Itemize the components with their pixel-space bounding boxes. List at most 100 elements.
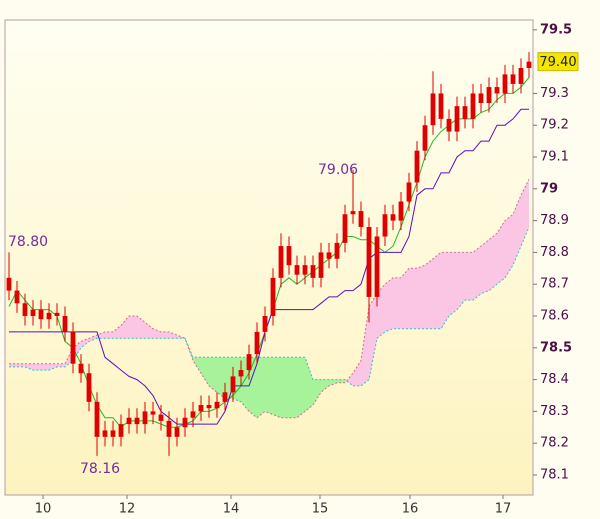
candle-body	[438, 93, 444, 119]
candle-body	[22, 303, 28, 317]
cloud-fill	[321, 379, 329, 393]
candle-body	[446, 118, 452, 132]
candle-body	[478, 93, 484, 103]
y-tick-label: 79	[540, 181, 558, 196]
candle-body	[374, 236, 380, 297]
y-tick-label: 78.6	[540, 309, 569, 324]
y-tick-label: 78.4	[540, 372, 569, 387]
y-tick-label: 78.2	[540, 436, 569, 451]
cloud-span	[9, 179, 530, 419]
candle-body	[382, 214, 388, 237]
cloud-fill	[457, 252, 465, 310]
cloud-fill	[393, 277, 401, 329]
indicator-line	[9, 108, 529, 425]
candle-body	[38, 309, 44, 320]
cloud-fill	[9, 363, 17, 367]
cloud-fill	[385, 277, 393, 332]
cloud-fill	[281, 357, 289, 418]
y-tick-label: 78.7	[540, 277, 569, 292]
candle-body	[502, 74, 508, 94]
cloud-fill	[401, 268, 409, 329]
cloud-fill	[425, 258, 433, 329]
cloud-fill	[497, 220, 505, 285]
cloud-fill	[377, 284, 385, 339]
candle-body	[126, 417, 132, 425]
candle-body	[358, 211, 364, 227]
candle-body	[286, 246, 292, 266]
cloud-fill	[129, 316, 137, 339]
candle-body	[206, 405, 212, 409]
x-tick-label: 10	[35, 502, 52, 517]
cloud-fill	[153, 328, 161, 339]
cloud-fill	[473, 246, 481, 301]
cloud-fill	[217, 357, 225, 399]
cloud-fill	[289, 357, 297, 418]
cloud-fill	[81, 338, 89, 348]
candle-body	[470, 93, 476, 119]
cloud-fill	[49, 363, 57, 371]
candle-body	[526, 61, 532, 69]
cloud-fill	[505, 214, 513, 278]
candle-body	[254, 331, 260, 355]
last-price-box	[537, 52, 579, 72]
cloud-fill	[449, 252, 457, 317]
cloud-fill	[409, 268, 417, 329]
candle-body	[430, 93, 436, 126]
cloud-fill	[89, 335, 97, 342]
candle-body	[486, 87, 492, 103]
candle-body	[94, 401, 100, 437]
candle-body	[494, 87, 500, 94]
candle-body	[342, 214, 348, 243]
cloud-fill	[481, 239, 489, 294]
cloud-fill	[57, 363, 65, 367]
candle-body	[222, 392, 228, 402]
candle-body	[214, 401, 220, 409]
candle-body	[518, 68, 524, 84]
y-tick-label: 78.3	[540, 404, 569, 419]
candle-body	[302, 265, 308, 275]
cloud-fill	[273, 357, 281, 418]
candle-body	[262, 316, 268, 332]
y-tick-label: 78.8	[540, 245, 569, 260]
cloud-fill	[313, 379, 321, 406]
candle-body	[6, 277, 12, 291]
candle-body	[270, 277, 276, 317]
cloud-fill	[265, 357, 273, 415]
candle-body	[238, 370, 244, 377]
candle-body	[54, 312, 60, 317]
cloud-fill	[465, 252, 473, 301]
cloud-fill	[369, 293, 377, 380]
cloud-fill	[433, 252, 441, 329]
candle-body	[422, 125, 428, 151]
annotation: 79.06	[318, 162, 358, 178]
cloud-fill	[137, 316, 145, 339]
candle-body	[390, 214, 396, 221]
y-tick-label: 79.3	[540, 86, 569, 101]
candle-body	[30, 309, 36, 317]
cloud-fill	[169, 331, 177, 339]
candle-body	[142, 411, 148, 425]
candle-body	[318, 252, 324, 278]
candle-body	[310, 265, 316, 278]
cloud-fill	[33, 363, 41, 371]
candle-body	[14, 290, 20, 304]
y-tick-label: 78.5	[540, 340, 572, 355]
y-tick-label: 78.9	[540, 213, 569, 228]
cloud-fill	[353, 360, 361, 386]
x-tick-label: 17	[495, 502, 512, 517]
cloud-span	[9, 226, 530, 387]
candle-body	[406, 182, 412, 202]
candle-body	[46, 312, 52, 320]
x-tick-label: 15	[312, 502, 329, 517]
cloud-fill	[145, 322, 153, 339]
y-tick-label: 79.5	[540, 22, 572, 37]
cloud-fill	[513, 195, 521, 266]
candle-body	[62, 316, 68, 332]
annotation: 78.80	[8, 234, 48, 250]
cloud-fill	[345, 373, 353, 386]
y-tick-label: 78.1	[540, 467, 569, 482]
cloud-fill	[489, 233, 497, 291]
candle-body	[70, 331, 76, 364]
candle-body	[350, 211, 356, 215]
